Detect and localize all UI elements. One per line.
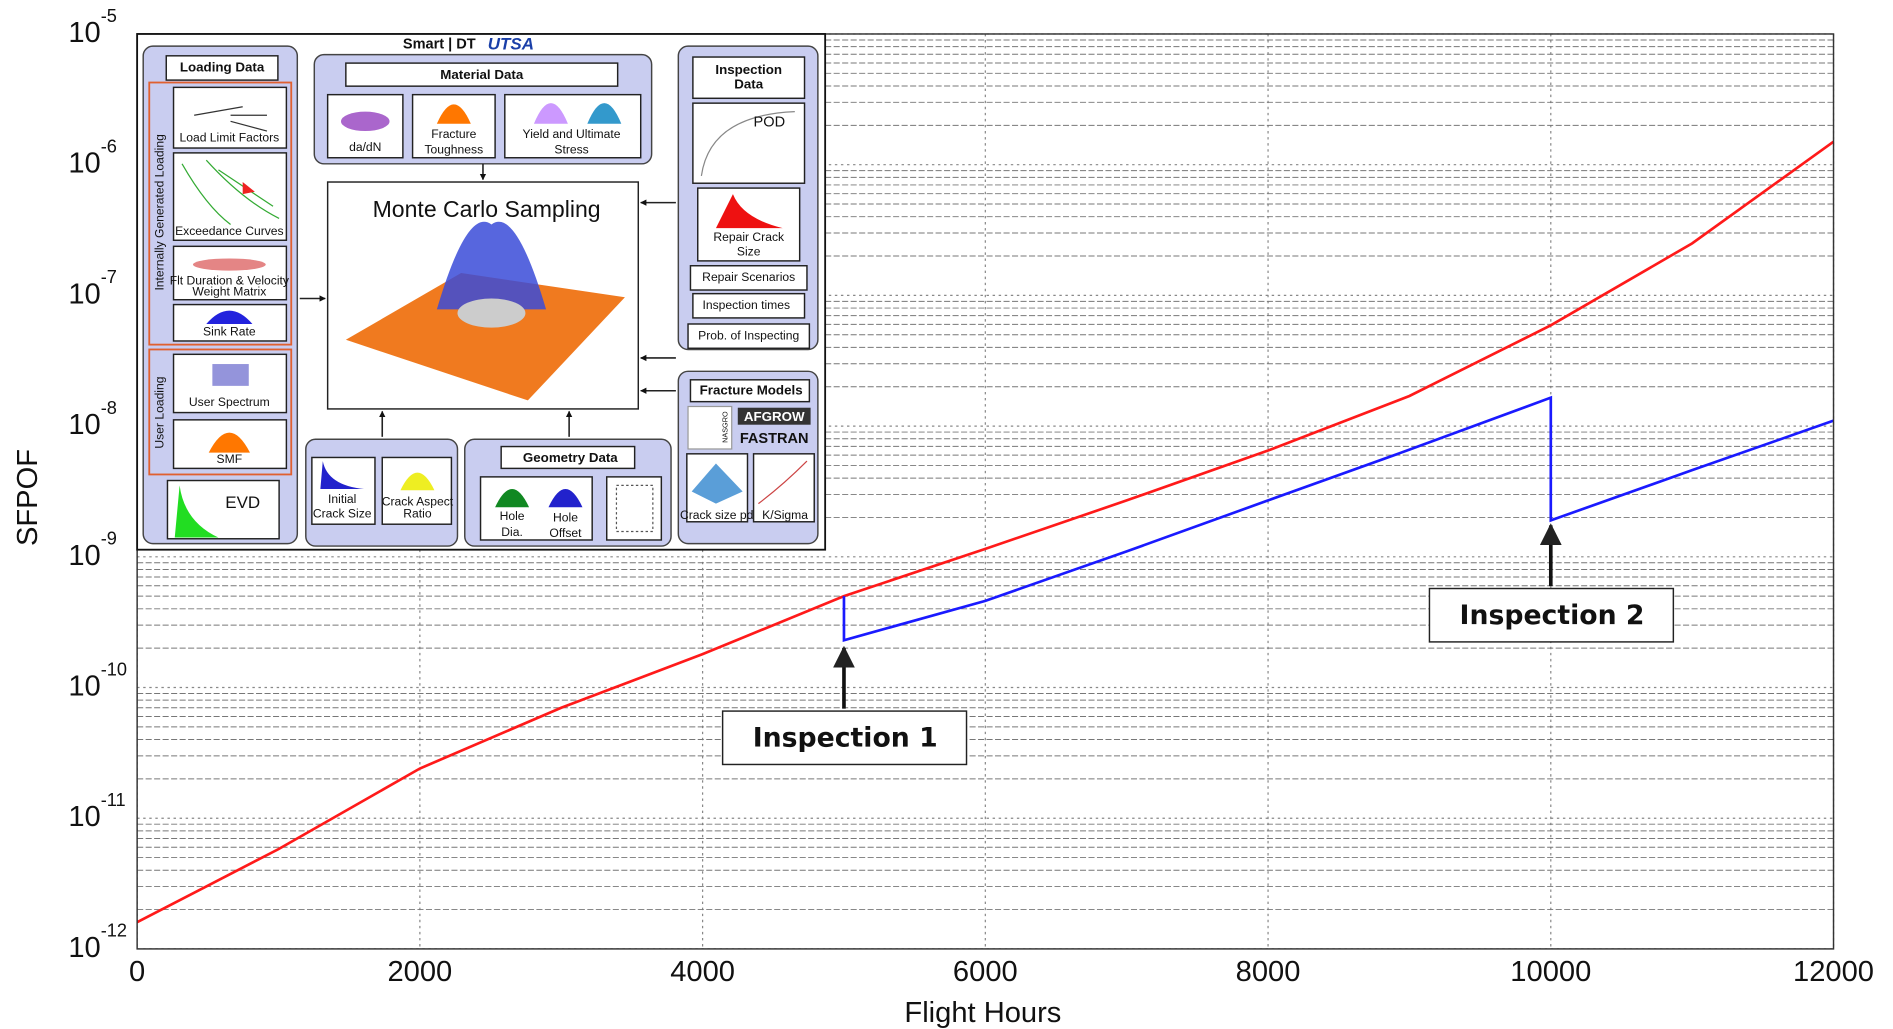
inset-label: Data bbox=[734, 76, 763, 91]
y-tick-label: 10 bbox=[68, 670, 100, 702]
inset-label: Geometry Data bbox=[523, 450, 618, 465]
inset-label: FASTRAN bbox=[740, 431, 809, 447]
inset-label: K/Sigma bbox=[762, 508, 808, 522]
y-tick-exponent: -5 bbox=[101, 6, 117, 26]
y-tick-label: 10 bbox=[68, 278, 100, 310]
y-tick-label: 10 bbox=[68, 147, 100, 179]
inset-logo: UTSA bbox=[488, 34, 534, 53]
x-axis-label: Flight Hours bbox=[904, 997, 1061, 1029]
inset-label: Monte Carlo Sampling bbox=[373, 196, 601, 222]
y-tick-exponent: -11 bbox=[101, 790, 126, 810]
y-tick-exponent: -9 bbox=[101, 529, 117, 549]
inset-label: Fracture bbox=[431, 127, 476, 141]
inset-label: Load Limit Factors bbox=[179, 131, 279, 145]
y-tick-exponent: -12 bbox=[101, 921, 127, 941]
x-tick-label: 6000 bbox=[953, 956, 1018, 988]
inset-label: Prob. of Inspecting bbox=[698, 328, 799, 342]
inset-label: Crack Size bbox=[313, 507, 372, 521]
inset-label: Repair Crack bbox=[713, 230, 785, 244]
inset-label: Inspection times bbox=[702, 298, 790, 312]
inset-label: AFGROW bbox=[744, 409, 805, 424]
y-tick-label: 10 bbox=[68, 17, 100, 49]
tick-base: 10 bbox=[68, 801, 100, 833]
inset-label: Internally Generated Loading bbox=[152, 134, 166, 290]
y-tick-exponent: -8 bbox=[101, 398, 117, 418]
inset-label: da/dN bbox=[349, 140, 381, 154]
inset-label: User Loading bbox=[152, 377, 166, 449]
inset-label: Ratio bbox=[403, 507, 432, 521]
chart: 02000400060008000100001200010-1210-1110-… bbox=[0, 0, 1893, 1029]
inset-label: Fracture Models bbox=[700, 382, 803, 397]
y-tick-label: 10 bbox=[68, 409, 100, 441]
x-tick-label: 10000 bbox=[1510, 956, 1591, 988]
tick-base: 10 bbox=[68, 539, 100, 571]
y-axis-label: SFPOF bbox=[12, 449, 44, 546]
x-tick-label: 12000 bbox=[1793, 956, 1874, 988]
inset-label: Initial bbox=[328, 492, 356, 506]
annotations: Inspection 1 Inspection 2 bbox=[723, 525, 1674, 764]
tick-base: 10 bbox=[68, 17, 100, 49]
y-tick-exponent: -7 bbox=[101, 267, 117, 287]
inset-label: Crack size pdf bbox=[680, 508, 757, 522]
inset-label: User Spectrum bbox=[189, 395, 270, 409]
y-tick-exponent: -6 bbox=[101, 137, 117, 157]
inset-label: Size bbox=[737, 245, 761, 259]
series-line bbox=[844, 398, 1834, 641]
y-tick-label: 10 bbox=[68, 801, 100, 833]
annotation-text: Inspection 1 bbox=[753, 722, 938, 753]
tick-base: 10 bbox=[68, 409, 100, 441]
x-tick-label: 2000 bbox=[387, 956, 452, 988]
x-tick-label: 4000 bbox=[670, 956, 735, 988]
inset-label: Material Data bbox=[440, 67, 524, 82]
inset-diagram: Smart | DT UTSA Loading Data Internally … bbox=[137, 34, 825, 550]
inset-label: Exceedance Curves bbox=[175, 224, 284, 238]
inset-label: Inspection bbox=[715, 62, 782, 77]
inset-header: Smart | DT bbox=[403, 37, 476, 53]
y-tick-exponent: -10 bbox=[101, 659, 127, 679]
x-tick-label: 8000 bbox=[1236, 956, 1301, 988]
inset-label: POD bbox=[754, 114, 786, 130]
inset-label: Yield and Ultimate bbox=[523, 127, 621, 141]
inset-label: NASGRO bbox=[721, 411, 730, 443]
inset-label: Stress bbox=[554, 143, 588, 157]
inset-label: SMF bbox=[217, 452, 243, 466]
inset-label: Loading Data bbox=[180, 59, 265, 74]
annotation-text: Inspection 2 bbox=[1460, 600, 1645, 631]
inset-label: Sink Rate bbox=[203, 325, 256, 339]
tick-base: 10 bbox=[68, 147, 100, 179]
inset-label: Weight Matrix bbox=[192, 285, 266, 299]
tick-base: 10 bbox=[68, 278, 100, 310]
y-tick-label: 10 bbox=[68, 932, 100, 964]
x-tick-label: 0 bbox=[129, 956, 145, 988]
inset-label: EVD bbox=[225, 493, 260, 512]
y-tick-label: 10 bbox=[68, 539, 100, 571]
inset-label: Dia. bbox=[501, 525, 523, 539]
tick-base: 10 bbox=[68, 670, 100, 702]
inset-label: Offset bbox=[549, 526, 582, 540]
tick-base: 10 bbox=[68, 932, 100, 964]
inset-label: Toughness bbox=[425, 143, 484, 157]
inset-label: Hole bbox=[500, 509, 525, 523]
inset-label: Hole bbox=[553, 510, 578, 524]
inset-label: Repair Scenarios bbox=[702, 270, 795, 284]
